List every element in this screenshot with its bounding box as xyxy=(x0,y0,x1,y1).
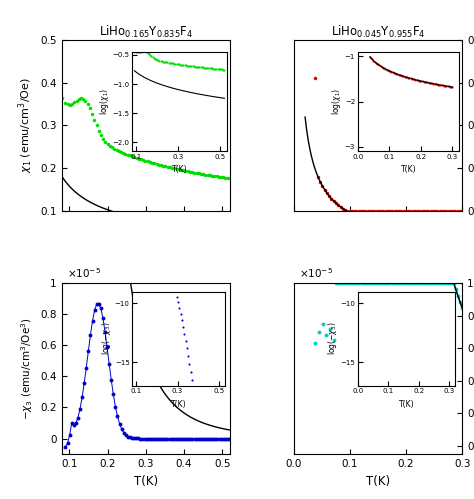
X-axis label: T(K): T(K) xyxy=(134,475,158,488)
Text: $\times 10^{-5}$: $\times 10^{-5}$ xyxy=(67,266,100,280)
Text: $\times 10^{-5}$: $\times 10^{-5}$ xyxy=(299,266,333,280)
Title: LiHo$_{0.165}$Y$_{0.835}$F$_4$: LiHo$_{0.165}$Y$_{0.835}$F$_4$ xyxy=(99,24,193,40)
Y-axis label: $-\chi_3$ (emu/cm$^3$/Oe$^3$): $-\chi_3$ (emu/cm$^3$/Oe$^3$) xyxy=(19,317,35,420)
X-axis label: T(K): T(K) xyxy=(366,475,390,488)
Y-axis label: $\chi_1$ (emu/cm$^3$/Oe): $\chi_1$ (emu/cm$^3$/Oe) xyxy=(16,77,35,173)
Title: LiHo$_{0.045}$Y$_{0.955}$F$_4$: LiHo$_{0.045}$Y$_{0.955}$F$_4$ xyxy=(331,24,425,40)
